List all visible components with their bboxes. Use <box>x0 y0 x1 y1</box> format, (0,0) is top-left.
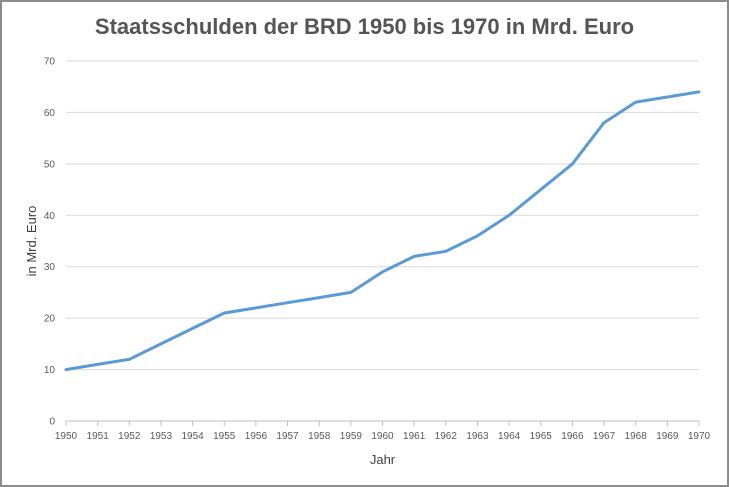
x-tick-label: 1959 <box>340 431 363 442</box>
x-tick-label: 1953 <box>150 431 173 442</box>
x-tick-label: 1958 <box>308 431 331 442</box>
x-tick-label: 1961 <box>403 431 426 442</box>
x-tick-label: 1955 <box>213 431 236 442</box>
y-tick-label: 70 <box>44 57 56 68</box>
x-tick-label: 1957 <box>276 431 299 442</box>
y-tick-label: 20 <box>44 314 56 325</box>
x-tick-label: 1962 <box>435 431 458 442</box>
x-tick-label: 1969 <box>656 431 679 442</box>
x-tick-label: 1967 <box>593 431 616 442</box>
y-tick-label: 30 <box>44 262 56 273</box>
x-axis-tick-marks <box>65 421 700 426</box>
y-tick-label: 40 <box>44 211 56 222</box>
x-tick-label: 1968 <box>625 431 648 442</box>
x-axis-ticks: 1950 1951 1952 1953 1954 1955 1956 1957 1958 1959… <box>55 431 711 442</box>
y-tick-label: 0 <box>49 417 55 428</box>
y-tick-label: 50 <box>44 159 56 170</box>
x-tick-label: 1951 <box>87 431 110 442</box>
x-tick-label: 1950 <box>55 431 78 442</box>
x-tick-label: 1965 <box>530 431 553 442</box>
x-tick-label: 1954 <box>181 431 204 442</box>
x-tick-label: 1964 <box>498 431 521 442</box>
y-tick-label: 10 <box>44 365 56 376</box>
x-tick-label: 1960 <box>371 431 394 442</box>
chart-title: Staatsschulden der BRD 1950 bis 1970 in … <box>94 14 635 39</box>
x-axis-label: Jahr <box>370 452 396 467</box>
x-tick-label: 1963 <box>466 431 489 442</box>
y-axis-ticks: 0 10 20 30 40 50 60 70 <box>44 57 56 428</box>
x-tick-label: 1952 <box>118 431 141 442</box>
x-tick-label: 1970 <box>688 431 711 442</box>
data-line-staatsschulden <box>64 90 701 372</box>
x-tick-label: 1956 <box>245 431 268 442</box>
x-tick-label: 1966 <box>561 431 584 442</box>
y-tick-label: 60 <box>44 108 56 119</box>
y-axis-label: in Mrd. Euro <box>24 206 39 277</box>
gridlines <box>66 60 699 371</box>
